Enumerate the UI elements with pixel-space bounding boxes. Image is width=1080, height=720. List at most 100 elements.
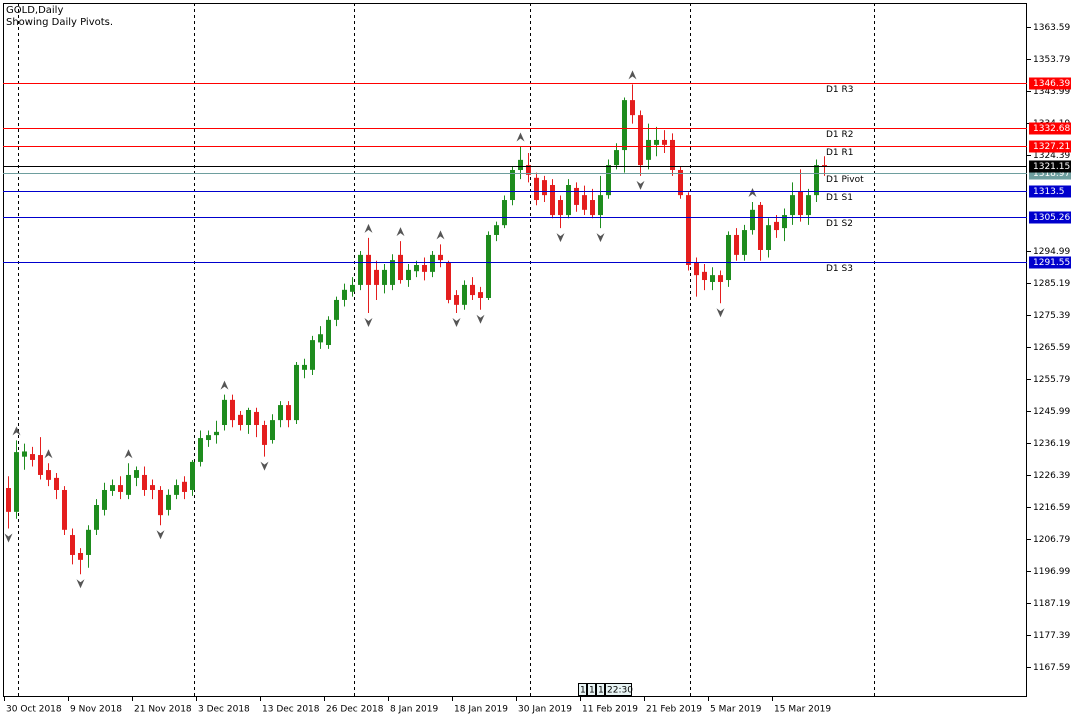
candle-body (774, 221, 779, 231)
y-tick-label: 1363.59 (1033, 23, 1070, 33)
candle-body (718, 275, 723, 282)
y-tick-label: 1324.39 (1033, 151, 1070, 161)
candle-body (206, 435, 211, 441)
candle-body (510, 169, 515, 201)
candle-body (790, 195, 795, 216)
candle-body (662, 139, 667, 145)
status-text: 1 (598, 686, 604, 696)
candle-body (734, 234, 739, 255)
candle-body (462, 284, 467, 305)
candle-body (134, 470, 139, 478)
candle-body (486, 234, 491, 298)
candle-body (542, 180, 547, 196)
y-tick-label: 1245.99 (1033, 407, 1070, 417)
fractal-up (220, 380, 229, 390)
candle-body (414, 265, 419, 272)
candle-body (566, 185, 571, 216)
fractal-up (436, 230, 445, 240)
candle-body (622, 100, 627, 151)
fractal-down (364, 318, 373, 328)
y-tick-label: 1216.59 (1033, 503, 1070, 513)
fractal-down (260, 461, 269, 471)
candle-body (686, 195, 691, 266)
pivot-label: D1 R1 (826, 148, 854, 158)
candle-body (70, 535, 75, 555)
status-text: 1 (589, 686, 595, 696)
candle-body (222, 399, 227, 426)
candle-body (278, 405, 283, 421)
candle-body (678, 169, 683, 196)
candle-body (310, 340, 315, 370)
y-tick-label: 1353.79 (1033, 55, 1070, 65)
y-tick-label: 1285.19 (1033, 279, 1070, 289)
fractal-down (76, 579, 85, 589)
candle-body (270, 420, 275, 441)
candle-body (430, 254, 435, 272)
fractal-up (748, 187, 757, 197)
plot-frame (3, 3, 1027, 697)
candle-body (590, 200, 595, 216)
fractal-up (364, 223, 373, 233)
y-tick-label: 1177.39 (1033, 631, 1070, 641)
chart-title: GOLD,Daily (6, 5, 63, 16)
candle-body (262, 425, 267, 445)
fractal-down (556, 233, 565, 243)
candle-body (158, 489, 163, 516)
candle-body (318, 334, 323, 343)
candle-body (646, 139, 651, 160)
candle-body (638, 115, 643, 166)
x-tick-label: 30 Jan 2019 (518, 705, 572, 715)
price-box-label: 1313.5 (1033, 187, 1065, 197)
y-tick-label: 1275.39 (1033, 311, 1070, 321)
candle-body (94, 505, 99, 530)
candle-body (438, 254, 443, 261)
pivot-label: D1 S1 (826, 193, 853, 203)
candle-body (14, 452, 19, 512)
price-box (1029, 256, 1071, 269)
pivot-label: D1 Pivot (826, 175, 864, 185)
candle-body (118, 485, 123, 492)
fractal-down (596, 233, 605, 243)
candle-body (582, 195, 587, 210)
x-tick-label: 13 Dec 2018 (262, 705, 320, 715)
candle-body (350, 284, 355, 292)
candle-body (782, 215, 787, 229)
x-tick-label: 9 Nov 2018 (70, 705, 122, 715)
status-box (605, 683, 632, 696)
last-price-box (1029, 160, 1071, 173)
price-box (1029, 185, 1071, 198)
candle-body (814, 165, 819, 196)
price-box-label: 1318.97 (1033, 169, 1070, 179)
candle-body (30, 454, 35, 460)
price-box-label: 1305.26 (1033, 213, 1070, 223)
price-box (1029, 211, 1071, 224)
y-tick-label: 1294.99 (1033, 247, 1070, 257)
x-tick-label: 26 Dec 2018 (326, 705, 384, 715)
candle-body (574, 187, 579, 205)
y-tick-label: 1343.99 (1033, 87, 1070, 97)
candle-body (710, 275, 715, 282)
candle-body (518, 159, 523, 170)
fractal-up (628, 70, 637, 80)
y-tick-label: 1236.19 (1033, 439, 1070, 449)
y-tick-label: 1255.79 (1033, 375, 1070, 385)
x-tick-label: 15 Mar 2019 (774, 705, 831, 715)
price-box-label: 1327.21 (1033, 142, 1070, 152)
candle-body (670, 139, 675, 170)
pivot-label: D1 R2 (826, 130, 854, 140)
candle-body (126, 474, 131, 495)
candle-body (334, 299, 339, 320)
candle-body (294, 364, 299, 421)
candle-body (766, 225, 771, 250)
candle-body (302, 364, 307, 370)
candle-body (614, 150, 619, 166)
candle-body (110, 485, 115, 491)
candle-body (478, 292, 483, 298)
candle-body (22, 451, 27, 457)
candle-body (326, 319, 331, 346)
y-tick-label: 1226.39 (1033, 471, 1070, 481)
price-box-label: 1291.55 (1033, 258, 1070, 268)
candle-body (6, 488, 11, 512)
x-tick-label: 30 Oct 2018 (6, 705, 62, 715)
